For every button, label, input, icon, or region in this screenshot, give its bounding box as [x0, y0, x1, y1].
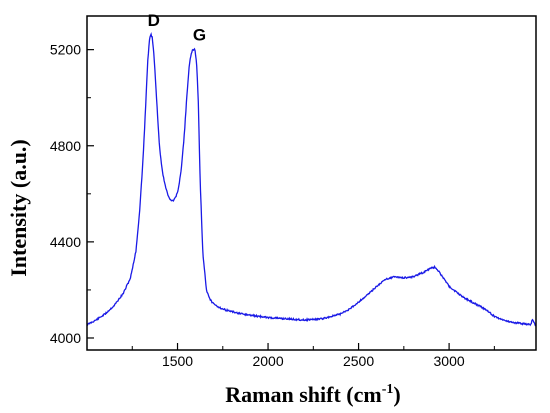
- x-axis-label-suffix: ): [393, 382, 400, 407]
- spectrum-line: [86, 32, 537, 327]
- peak-label-d: D: [148, 11, 160, 30]
- x-tick-label: 3000: [434, 353, 465, 369]
- labels: Intensity (a.u.) Raman shift (cm-1): [6, 139, 401, 407]
- x-axis-label: Raman shift (cm-1): [225, 382, 400, 407]
- x-tick-label: 1500: [162, 353, 193, 369]
- y-tick-label: 4000: [50, 330, 81, 346]
- y-tick-label: 4400: [50, 234, 81, 250]
- plot-area: [86, 32, 537, 327]
- axes: 1500 2000 2500 3000 4000 4400 4800 5200 D G: [50, 11, 537, 369]
- x-axis-label-main: Raman shift (cm: [225, 382, 381, 407]
- y-tick-label: 4800: [50, 138, 81, 154]
- plot-frame: [86, 15, 537, 351]
- y-tick-label: 5200: [50, 42, 81, 58]
- x-axis-label-superscript: -1: [382, 382, 394, 397]
- peak-label-g: G: [193, 25, 206, 44]
- x-tick-label: 2000: [252, 353, 283, 369]
- y-axis-label: Intensity (a.u.): [6, 139, 31, 277]
- x-tick-label: 2500: [343, 353, 374, 369]
